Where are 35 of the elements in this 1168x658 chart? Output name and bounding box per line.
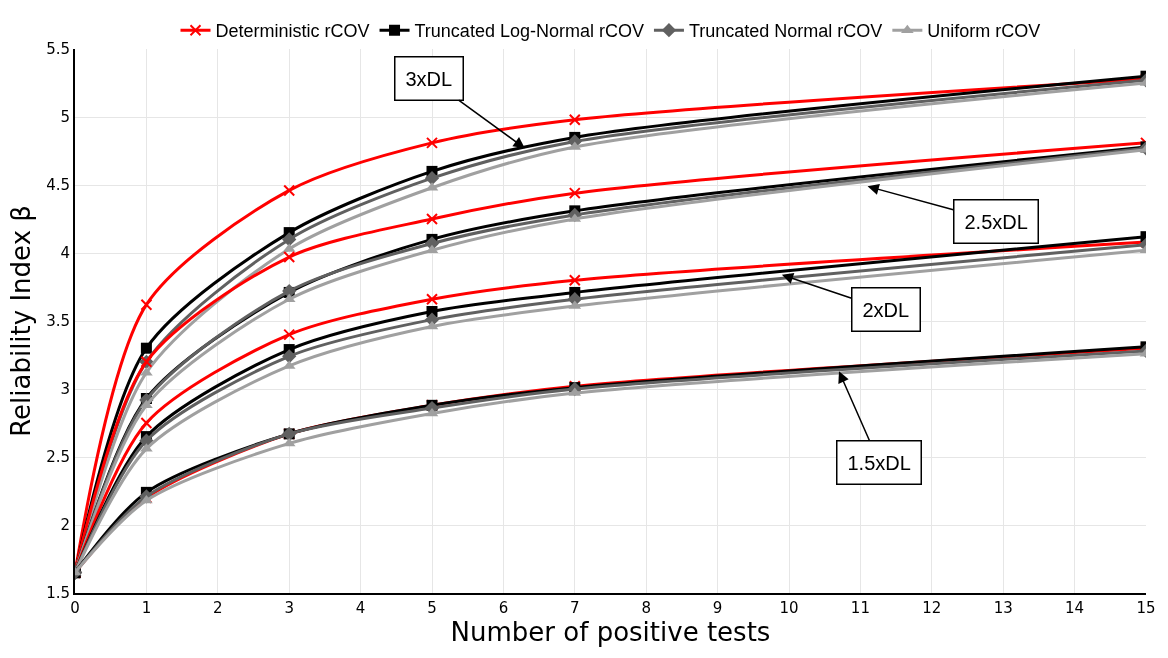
annotation: 3xDL — [405, 67, 453, 90]
x-tick-label: 13 — [993, 599, 1013, 617]
x-tick-label: 11 — [850, 599, 870, 617]
x-tick-label: 9 — [712, 599, 723, 617]
x-tick-label: 15 — [1136, 599, 1156, 617]
x-tick-label: 7 — [570, 599, 580, 617]
y-tick-label: 3 — [60, 380, 70, 399]
y-tick-label: 5 — [60, 108, 70, 127]
y-tick-label: 1.5 — [46, 584, 70, 603]
legend-label: Deterministic rCOV — [215, 21, 370, 42]
y-tick-label: 4.5 — [46, 176, 70, 195]
legend-label: Truncated Log-Normal rCOV — [414, 21, 644, 42]
x-axis-title: Number of positive tests — [450, 617, 771, 647]
x-tick-label: 8 — [641, 599, 651, 617]
x-tick-label: 4 — [355, 599, 366, 617]
x-tick-label: 5 — [427, 599, 437, 617]
legend-label: Truncated Normal rCOV — [688, 21, 883, 42]
y-tick-label: 5.5 — [46, 40, 70, 59]
x-tick-label: 14 — [1065, 599, 1085, 617]
y-axis-title: Reliability Index β — [6, 205, 37, 437]
legend-label: Uniform rCOV — [927, 21, 1041, 42]
x-tick-label: 12 — [922, 599, 942, 617]
x-tick-label: 2 — [213, 599, 223, 617]
annotation: 1.5xDL — [847, 451, 911, 474]
annotation: 2.5xDL — [964, 210, 1028, 233]
x-tick-label: 1 — [141, 599, 152, 617]
y-tick-label: 3.5 — [46, 312, 70, 331]
x-tick-label: 10 — [779, 599, 799, 617]
y-tick-label: 4 — [60, 244, 70, 263]
annotation: 2xDL — [862, 298, 910, 321]
x-tick-label: 6 — [498, 599, 509, 617]
x-tick-label: 3 — [284, 599, 294, 617]
y-tick-label: 2.5 — [46, 448, 70, 467]
y-tick-label: 2 — [60, 516, 70, 535]
x-tick-label: 0 — [70, 599, 80, 617]
